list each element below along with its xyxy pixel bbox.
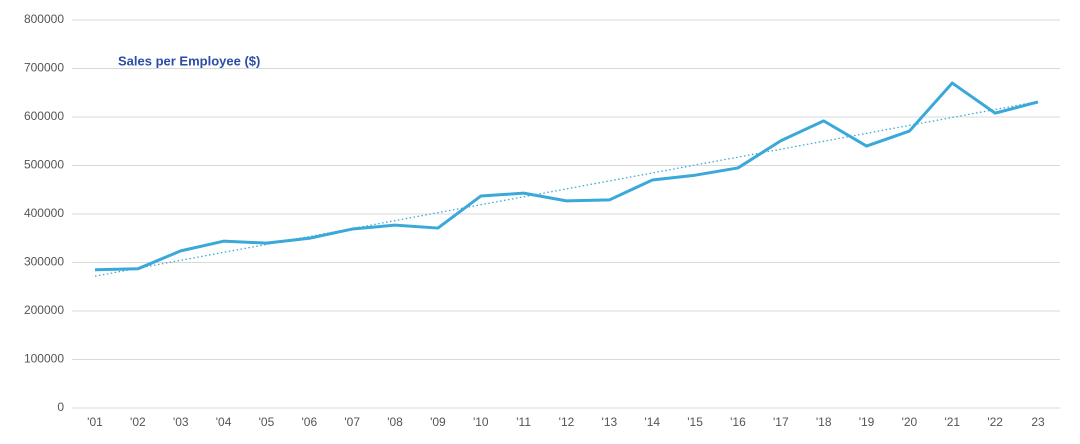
x-tick-label: 23	[1031, 415, 1045, 429]
x-tick-label: '15	[687, 415, 703, 429]
x-tick-label: '09	[430, 415, 446, 429]
x-tick-label: '06	[301, 415, 317, 429]
x-tick-label: '05	[259, 415, 275, 429]
x-tick-label: '21	[944, 415, 960, 429]
x-tick-label: '07	[344, 415, 360, 429]
chart-title: Sales per Employee ($)	[118, 53, 260, 68]
y-tick-label: 0	[57, 400, 64, 414]
x-tick-label: '12	[559, 415, 575, 429]
y-tick-label: 300000	[24, 255, 64, 269]
y-tick-label: 500000	[24, 158, 64, 172]
x-tick-label: '01	[87, 415, 103, 429]
x-tick-label: '04	[216, 415, 232, 429]
x-tick-label: '14	[644, 415, 660, 429]
x-tick-label: '22	[987, 415, 1003, 429]
x-tick-label: '13	[602, 415, 618, 429]
x-tick-label: '02	[130, 415, 146, 429]
y-tick-label: 700000	[24, 61, 64, 75]
x-tick-label: '17	[773, 415, 789, 429]
y-tick-label: 800000	[24, 12, 64, 26]
x-tick-label: '16	[730, 415, 746, 429]
trend-line	[94, 100, 1039, 277]
y-tick-label: 600000	[24, 109, 64, 123]
y-tick-label: 400000	[24, 206, 64, 220]
x-tick-label: '20	[902, 415, 918, 429]
x-tick-label: '19	[859, 415, 875, 429]
y-tick-label: 100000	[24, 352, 64, 366]
x-tick-label: '18	[816, 415, 832, 429]
data-line	[94, 81, 1039, 272]
x-tick-label: '03	[173, 415, 189, 429]
x-tick-label: '11	[516, 415, 531, 429]
x-tick-label: '10	[473, 415, 489, 429]
y-tick-label: 200000	[24, 303, 64, 317]
x-tick-label: '08	[387, 415, 403, 429]
